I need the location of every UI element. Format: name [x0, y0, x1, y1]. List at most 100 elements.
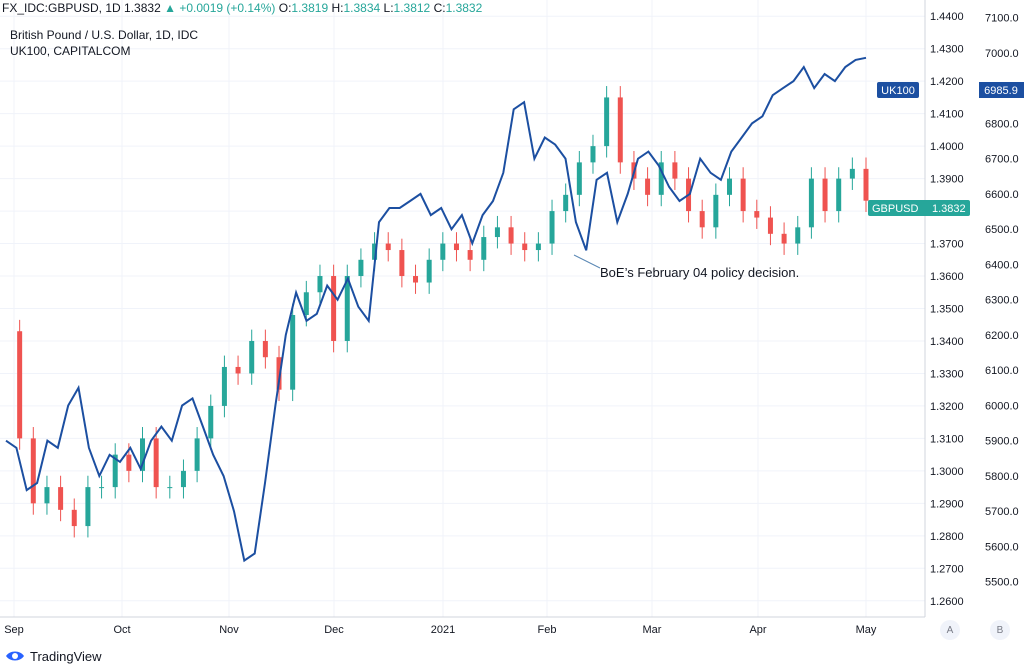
candle-body — [153, 438, 159, 488]
close-value: 1.3832 — [445, 1, 483, 15]
candle-body — [808, 178, 814, 228]
gbpusd-tick-label: 1.4300 — [930, 44, 964, 56]
candle-body — [262, 340, 268, 358]
candle-body — [535, 243, 541, 251]
x-tick-label: May — [856, 624, 877, 636]
gbpusd-tick-label: 1.4400 — [930, 11, 964, 23]
candle-body — [658, 162, 664, 195]
candle-body — [426, 259, 432, 283]
candle-body — [112, 454, 118, 488]
tradingview-logo-icon — [6, 651, 24, 661]
open-label: O: — [278, 1, 292, 15]
candle-body — [290, 314, 296, 390]
uk100-tick-label: 6600.0 — [985, 189, 1019, 201]
x-tick-label: Feb — [538, 624, 557, 636]
candle-body — [276, 357, 282, 390]
candle-body — [440, 243, 446, 260]
low-value: 1.3812 — [393, 1, 431, 15]
gbpusd-tick-label: 1.2900 — [930, 498, 964, 510]
candle-body — [221, 366, 227, 406]
candle-body — [385, 243, 391, 251]
gbpusd-axis-ticks: 1.4400 1.4300 1.4200 1.4100 1.4000 1.3900 1.38… — [930, 11, 964, 608]
uk100-tick-label: 6000.0 — [985, 400, 1019, 412]
overlay-title: UK100, CAPITALCOM — [10, 44, 131, 58]
candle-body — [331, 276, 337, 341]
candle-body — [372, 243, 378, 260]
gbpusd-tick-label: 1.3500 — [930, 304, 964, 316]
candle-body — [549, 211, 555, 244]
uk100-tag-label: UK100 — [881, 85, 915, 97]
candle-body — [140, 438, 146, 471]
gbpusd-tick-label: 1.2800 — [930, 531, 964, 543]
x-tick-label: 2021 — [431, 624, 455, 636]
x-tick-label: Nov — [219, 624, 239, 636]
candle-body — [849, 168, 855, 179]
candle-body — [344, 276, 350, 341]
candle-body — [303, 292, 309, 315]
uk100-tick-label: 7000.0 — [985, 48, 1019, 60]
annotation-text: BoE’s February 04 policy decision. — [600, 265, 799, 280]
x-tick-label: Sep — [4, 624, 24, 636]
uk100-last-value: 6985.9 — [984, 85, 1018, 97]
high-value: 1.3834 — [343, 1, 381, 15]
candle-body — [85, 487, 91, 527]
candle-body — [413, 276, 419, 283]
candle-body — [795, 227, 801, 244]
scale-auto-button[interactable]: A — [940, 620, 960, 640]
high-label: H: — [331, 1, 344, 15]
candle-body — [522, 243, 528, 251]
candle-body — [481, 237, 487, 260]
candle-body — [44, 487, 50, 504]
uk100-tick-label: 5800.0 — [985, 471, 1019, 483]
uk100-tick-label: 5600.0 — [985, 541, 1019, 553]
scale-b-button[interactable]: B — [990, 620, 1010, 640]
gbpusd-tick-label: 1.3700 — [930, 239, 964, 251]
gbpusd-last-value: 1.3832 — [932, 203, 966, 215]
gbpusd-tick-label: 1.4200 — [930, 76, 964, 88]
uk100-price-tag: UK100 6985.9 — [877, 82, 1024, 98]
x-tick-label: Oct — [113, 624, 130, 636]
uk100-axis-ticks: 7100.07000.06900.06800.06700.06600.06500… — [985, 13, 1019, 589]
up-arrow-icon: ▲ — [164, 1, 176, 15]
brand: TradingView — [4, 648, 102, 664]
gbpusd-tick-label: 1.3400 — [930, 336, 964, 348]
x-tick-label: Dec — [324, 624, 344, 636]
candle-body — [617, 97, 623, 163]
uk100-tick-label: 6400.0 — [985, 259, 1019, 271]
gbpusd-tick-label: 1.3100 — [930, 433, 964, 445]
candle-body — [17, 331, 23, 439]
uk100-tick-label: 6300.0 — [985, 295, 1019, 307]
candle-body — [672, 162, 678, 179]
candle-body — [208, 405, 214, 439]
candle-body — [699, 211, 705, 228]
candle-body — [58, 487, 64, 510]
uk100-tick-label: 5900.0 — [985, 436, 1019, 448]
x-axis-ticks: Sep Oct Nov Dec 2021 Feb Mar Apr May — [4, 624, 877, 636]
candle-body — [740, 178, 746, 212]
uk100-tick-label: 6200.0 — [985, 330, 1019, 342]
change-value: +0.0019 (+0.14%) — [179, 1, 276, 15]
chart-header: FX_IDC:GBPUSD, 1D 1.3832 ▲ +0.0019 (+0.1… — [2, 1, 482, 15]
candle-body — [71, 509, 77, 527]
candle-body — [494, 227, 500, 238]
x-tick-label: Mar — [643, 624, 662, 636]
gbpusd-tick-label: 1.2600 — [930, 596, 964, 608]
brand-label: TradingView — [30, 648, 102, 664]
candle-body — [754, 211, 760, 218]
candle-body — [126, 454, 132, 471]
gbpusd-tick-label: 1.3600 — [930, 271, 964, 283]
candle-body — [467, 250, 473, 260]
candle-body — [194, 438, 200, 471]
chart-grid — [0, 0, 925, 617]
candle-body — [863, 168, 869, 201]
candle-body — [453, 243, 459, 251]
gbpusd-price-tag: GBPUSD 1.3832 — [868, 200, 970, 216]
gbpusd-tick-label: 1.3300 — [930, 368, 964, 380]
candle-body — [726, 178, 732, 195]
uk100-tick-label: 6800.0 — [985, 118, 1019, 130]
gbpusd-tick-label: 1.4100 — [930, 109, 964, 121]
candle-body — [713, 194, 719, 228]
gbpusd-tick-label: 1.2700 — [930, 563, 964, 575]
gbpusd-tick-label: 1.3200 — [930, 401, 964, 413]
